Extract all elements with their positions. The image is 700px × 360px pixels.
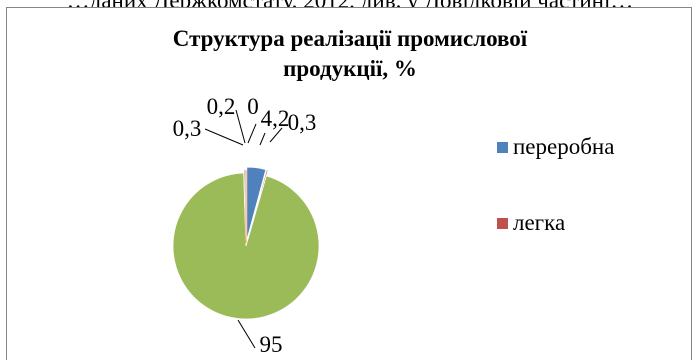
leader-line xyxy=(247,123,257,144)
legend-swatch-lehka xyxy=(497,217,508,229)
leader-lines xyxy=(204,109,283,349)
leader-line xyxy=(235,109,246,144)
leader-line xyxy=(204,128,244,146)
legend-swatch-pererobna xyxy=(497,141,508,153)
chart-frame xyxy=(6,7,692,360)
chart-title: Структура реалізації промислової продукц… xyxy=(0,24,700,84)
leader-line xyxy=(237,319,256,349)
data-label: 95 xyxy=(260,332,283,357)
data-label: 0,3 xyxy=(173,116,202,141)
legend-item-lehka: легка xyxy=(497,208,565,238)
data-label: 0,2 xyxy=(207,94,236,119)
chart-title-line-2: продукції, % xyxy=(283,56,417,81)
leader-line xyxy=(259,132,266,146)
data-label: 0 xyxy=(247,94,259,119)
chart-title-line-1: Структура реалізації промислової xyxy=(172,26,528,51)
legend-item-pererobna: переробна xyxy=(497,132,614,162)
legend-label-lehka: легка xyxy=(513,210,566,235)
pie-slices xyxy=(172,166,320,320)
data-label: 4,2 xyxy=(261,106,290,131)
pie-slice xyxy=(172,172,320,320)
pie-slice xyxy=(246,166,267,241)
leader-line xyxy=(269,127,283,143)
data-label: 0,3 xyxy=(288,110,317,135)
legend-label-pererobna: переробна xyxy=(513,134,615,159)
